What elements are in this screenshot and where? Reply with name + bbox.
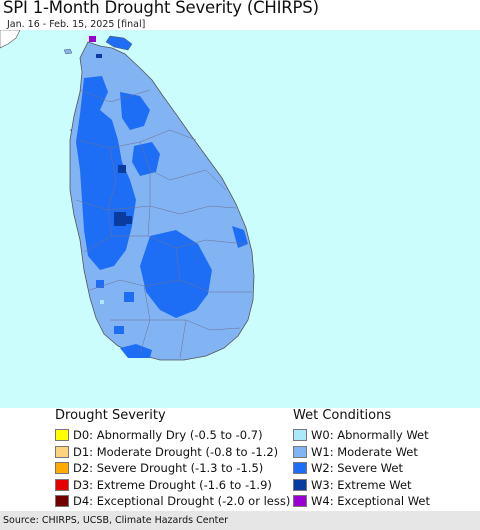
drought-map (0, 30, 480, 408)
drought-legend-label: D3: Extreme Drought (-1.6 to -1.9) (73, 477, 272, 492)
wet-cell-1 (124, 292, 134, 302)
wet-cell-2 (96, 280, 104, 288)
map-title: SPI 1-Month Drought Severity (CHIRPS) (3, 0, 319, 17)
wet-swatch (293, 462, 307, 475)
drought-legend-label: D0: Abnormally Dry (-0.5 to -0.7) (73, 428, 263, 443)
wet-patch-central (140, 230, 212, 318)
drought-legend: Drought Severity D0: Abnormally Dry (-0.… (55, 408, 290, 510)
wet-legend-item: W4: Exceptional Wet (293, 493, 430, 510)
drought-swatch (55, 495, 69, 508)
extreme-cell-2 (114, 212, 126, 226)
source-text: Source: CHIRPS, UCSB, Climate Hazards Ce… (3, 515, 229, 526)
drought-legend-label: D2: Severe Drought (-1.3 to -1.5) (73, 461, 264, 476)
extreme-cell-3 (126, 216, 132, 224)
wet-patch-south (120, 344, 152, 358)
wet-cell-3 (114, 326, 124, 334)
wet-legend-item: W3: Extreme Wet (293, 477, 430, 494)
extreme-cell-4 (96, 54, 102, 58)
source-bar: Source: CHIRPS, UCSB, Climate Hazards Ce… (0, 511, 480, 530)
map-subtitle: Jan. 16 - Feb. 15, 2025 [final] (7, 19, 146, 30)
wet-legend-label: W4: Exceptional Wet (311, 494, 430, 509)
drought-swatch (55, 445, 69, 458)
drought-legend-title: Drought Severity (55, 408, 166, 423)
wet-patch-north (120, 92, 150, 130)
wet-legend-label: W3: Extreme Wet (311, 477, 412, 492)
drought-swatch (55, 429, 69, 442)
wet-swatch (293, 478, 307, 491)
abnormally-wet-cell (100, 300, 104, 304)
drought-legend-label: D4: Exceptional Drought (-2.0 or less) (73, 494, 291, 509)
drought-legend-label: D1: Moderate Drought (-0.8 to -1.2) (73, 444, 279, 459)
extreme-wet-areas (96, 54, 132, 226)
wet-legend-label: W2: Severe Wet (311, 461, 403, 476)
wet-swatch (293, 445, 307, 458)
wet-swatch (293, 429, 307, 442)
wet-legend-label: W1: Moderate Wet (311, 444, 418, 459)
island-east (105, 35, 133, 51)
india-mainland (0, 30, 21, 49)
wet-legend-item: W0: Abnormally Wet (293, 427, 430, 444)
wet-legend-item: W1: Moderate Wet (293, 444, 430, 461)
drought-legend-item: D0: Abnormally Dry (-0.5 to -0.7) (55, 427, 290, 444)
drought-legend-item: D3: Extreme Drought (-1.6 to -1.9) (55, 477, 290, 494)
jaffna-islet (63, 48, 73, 55)
drought-swatch (55, 478, 69, 491)
wet-legend: Wet Conditions W0: Abnormally Wet W1: Mod… (293, 408, 430, 510)
drought-legend-item: D4: Exceptional Drought (-2.0 or less) (55, 493, 290, 510)
drought-legend-item: D2: Severe Drought (-1.3 to -1.5) (55, 460, 290, 477)
island-purple (89, 36, 96, 42)
wet-patch-east (232, 226, 248, 248)
drought-swatch (55, 462, 69, 475)
wet-legend-item: W2: Severe Wet (293, 460, 430, 477)
wet-swatch (293, 495, 307, 508)
district-boundaries (75, 89, 252, 359)
drought-legend-item: D1: Moderate Drought (-0.8 to -1.2) (55, 444, 290, 461)
wet-legend-label: W0: Abnormally Wet (311, 428, 429, 443)
extreme-cell-1 (118, 165, 126, 173)
wet-legend-title: Wet Conditions (293, 408, 392, 423)
